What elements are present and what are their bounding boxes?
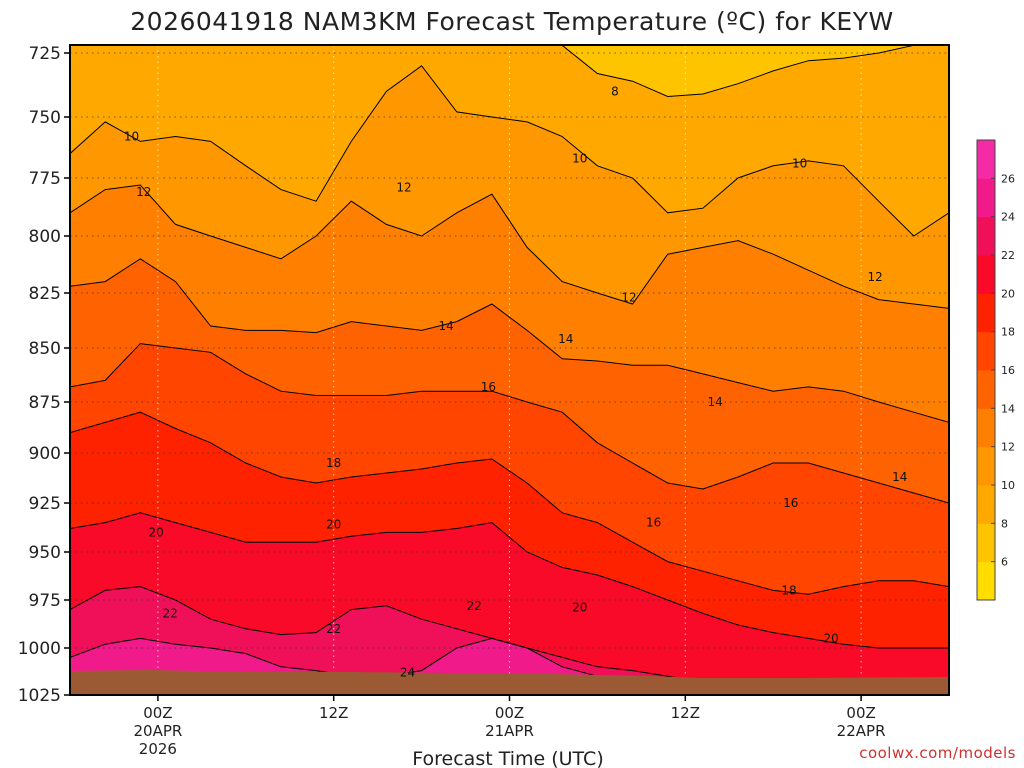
isotherm-label: 18 bbox=[326, 456, 341, 470]
isotherm-8 bbox=[561, 45, 914, 98]
y-tick-label: 850 bbox=[29, 339, 61, 359]
colorbar-swatch bbox=[977, 408, 995, 448]
isotherm-20 bbox=[70, 512, 949, 649]
isotherm-label: 12 bbox=[136, 185, 151, 199]
colorbar-swatch bbox=[977, 293, 995, 333]
x-tick-label: 12Z bbox=[671, 704, 700, 722]
colorbar-tick-label: 6 bbox=[1001, 556, 1008, 569]
isotherm-label: 20 bbox=[824, 631, 839, 645]
colorbar-tick-label: 8 bbox=[1001, 517, 1008, 530]
x-tick-label: 00Z bbox=[495, 704, 524, 722]
y-axis-ticks: 725 750 775 800 825 850 875 900 925 950 975 1000 102… bbox=[18, 44, 70, 706]
y-tick-label: 975 bbox=[29, 591, 61, 611]
credit-text: coolwx.com/models bbox=[859, 744, 1016, 762]
colorbar-swatch bbox=[977, 485, 995, 524]
colorbar-swatch bbox=[977, 446, 995, 486]
isotherm-18 bbox=[70, 411, 949, 595]
isotherm-label: 16 bbox=[481, 380, 496, 394]
isotherm-label: 14 bbox=[558, 332, 573, 346]
isotherm-label: 10 bbox=[572, 152, 587, 166]
colorbar-swatch bbox=[977, 216, 995, 256]
isotherm-label: 12 bbox=[868, 270, 883, 284]
colorbar-swatch bbox=[977, 178, 995, 218]
colorbar-tick-label: 22 bbox=[1001, 249, 1015, 262]
x-tick-label: 2026 bbox=[139, 740, 177, 758]
x-tick-label: 20APR bbox=[133, 722, 182, 740]
colorbar-swatch bbox=[977, 523, 995, 563]
colorbar-swatch bbox=[977, 370, 995, 409]
isotherm-16 bbox=[70, 343, 949, 504]
colorbar-swatch bbox=[977, 561, 995, 601]
x-tick-label: 22APR bbox=[837, 722, 886, 740]
colorbar-tick-label: 12 bbox=[1001, 441, 1015, 454]
plot-area: 8 10 10 10 12 12 12 12 14 14 14 14 16 16 16 18 18 20 20 20 2… bbox=[70, 45, 949, 695]
isotherm-label: 22 bbox=[467, 599, 482, 613]
colorbar-swatch bbox=[977, 255, 995, 294]
colorbar-swatch bbox=[977, 331, 995, 371]
colorbar-tick-label: 26 bbox=[1001, 172, 1015, 185]
isotherm-label: 14 bbox=[892, 470, 907, 484]
isotherm-label: 20 bbox=[572, 601, 587, 615]
colorbar-tick-label: 18 bbox=[1001, 326, 1015, 339]
isotherm-labels: 8 10 10 10 12 12 12 12 14 14 14 14 16 16 16 18 18 20 20 20 2… bbox=[124, 84, 908, 679]
x-tick-label: 00Z bbox=[143, 704, 172, 722]
isotherm-12 bbox=[70, 184, 949, 309]
chart-title: 2026041918 NAM3KM Forecast Temperature (… bbox=[130, 7, 893, 36]
y-tick-label: 900 bbox=[29, 444, 61, 464]
isotherm-label: 20 bbox=[148, 525, 163, 539]
isotherm-label: 22 bbox=[326, 622, 341, 636]
x-tick-label: 21APR bbox=[485, 722, 534, 740]
isotherm-14 bbox=[70, 258, 949, 423]
y-tick-label: 725 bbox=[29, 44, 61, 64]
isotherm-10 bbox=[70, 65, 949, 237]
isotherm-label: 12 bbox=[396, 180, 411, 194]
colorbar-tick-label: 20 bbox=[1001, 287, 1015, 300]
isotherm-label: 22 bbox=[163, 606, 178, 620]
y-tick-label: 875 bbox=[29, 393, 61, 413]
y-tick-label: 800 bbox=[29, 227, 61, 247]
isotherm-label: 14 bbox=[439, 319, 454, 333]
isotherm-label: 24 bbox=[400, 665, 415, 679]
colorbar-swatch bbox=[977, 140, 995, 179]
ground-terrain bbox=[70, 670, 949, 695]
x-tick-label: 00Z bbox=[846, 704, 875, 722]
y-tick-label: 1025 bbox=[18, 686, 61, 706]
x-axis-label: Forecast Time (UTC) bbox=[412, 748, 603, 768]
y-tick-label: 925 bbox=[29, 494, 61, 514]
y-tick-label: 1000 bbox=[18, 639, 61, 659]
colorbar-tick-label: 14 bbox=[1001, 402, 1015, 415]
isotherm-24 bbox=[70, 637, 949, 695]
colorbar: 6 8 10 12 14 16 18 20 22 24 26 bbox=[976, 139, 1015, 601]
isotherm-label: 8 bbox=[611, 84, 619, 98]
colorbar-tick-label: 24 bbox=[1001, 211, 1015, 224]
isotherm-label: 18 bbox=[781, 583, 796, 597]
y-tick-label: 775 bbox=[29, 169, 61, 189]
isotherm-label: 12 bbox=[621, 290, 636, 304]
isotherm-label: 16 bbox=[783, 496, 798, 510]
isotherm-label: 10 bbox=[792, 156, 807, 170]
isotherm-label: 20 bbox=[326, 518, 341, 532]
isotherm-label: 14 bbox=[708, 395, 723, 409]
y-tick-label: 950 bbox=[29, 543, 61, 563]
y-tick-label: 825 bbox=[29, 284, 61, 304]
y-tick-label: 750 bbox=[29, 108, 61, 128]
x-tick-label: 12Z bbox=[319, 704, 348, 722]
isotherm-label: 10 bbox=[124, 130, 139, 144]
isotherm-label: 16 bbox=[646, 516, 661, 530]
colorbar-tick-label: 10 bbox=[1001, 479, 1015, 492]
colorbar-tick-label: 16 bbox=[1001, 364, 1015, 377]
